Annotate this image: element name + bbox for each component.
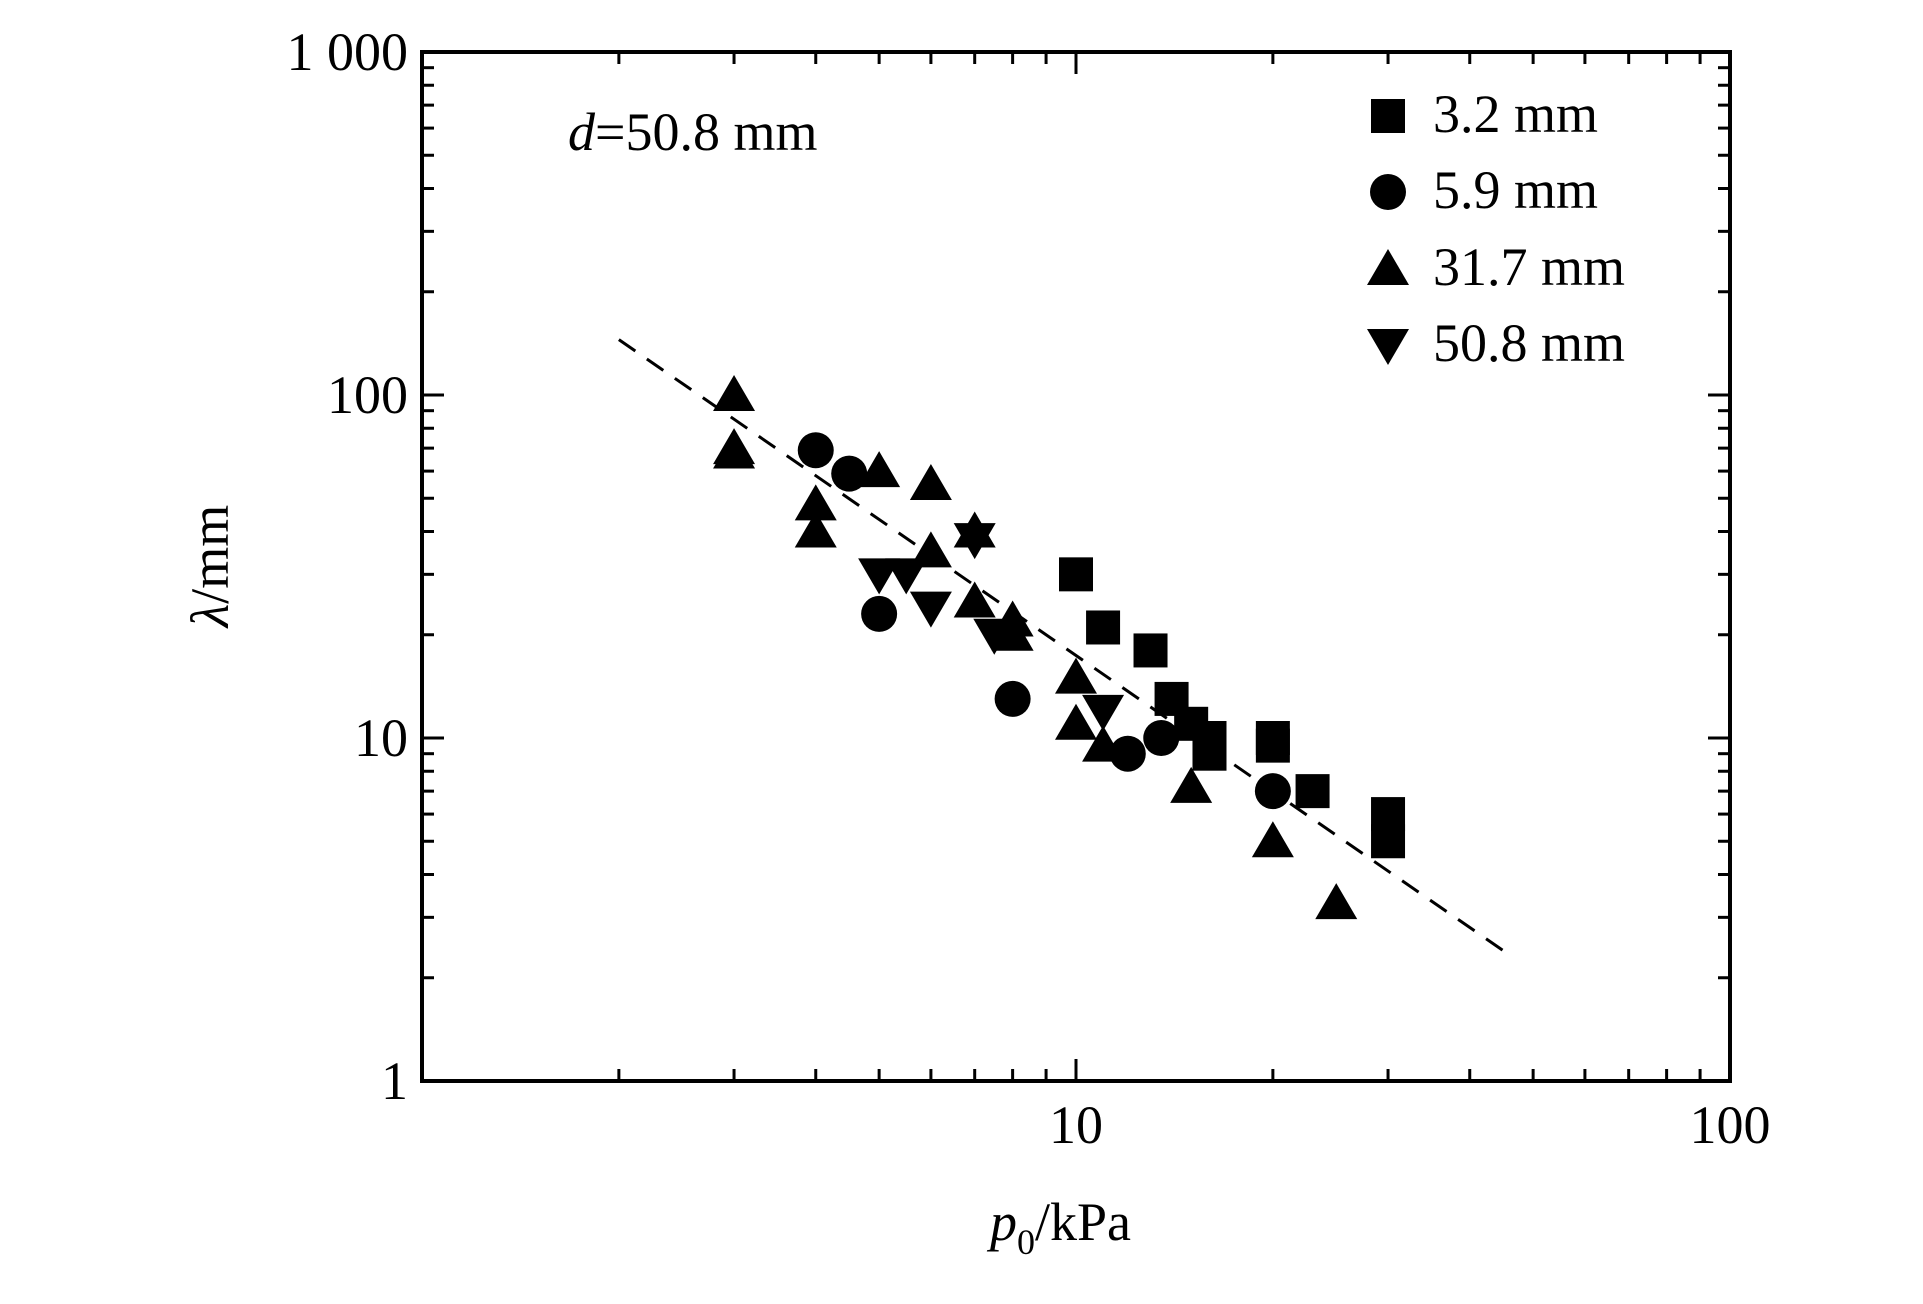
data-point-circle: [1109, 735, 1146, 772]
data-point-square: [1133, 633, 1168, 668]
data-point-triangle-up: [1055, 657, 1097, 694]
axis-ticks: [422, 52, 1730, 1081]
data-point-triangle-down: [858, 558, 901, 595]
tick-labels: 10 100 1 10 100 1 000: [287, 22, 1771, 1155]
data-point-triangle-up: [909, 464, 952, 501]
legend-label: 50.8 mm: [1433, 313, 1625, 373]
y-axis-title: λ/mm: [180, 505, 240, 629]
x-axis-title-sub: 0: [1017, 1222, 1035, 1262]
fit-line-path: [618, 338, 1505, 952]
legend-label: 31.7 mm: [1433, 237, 1625, 297]
x-tick-label: 100: [1690, 1095, 1771, 1155]
data-point-triangle-down: [953, 523, 996, 560]
y-tick-label: 100: [327, 365, 408, 425]
data-point-triangle-up: [794, 511, 837, 548]
data-point-square: [1255, 728, 1290, 763]
legend-marker-square: [1371, 99, 1405, 133]
x-axis-title: p0/kPa: [986, 1192, 1131, 1262]
data-point-triangle-up: [794, 484, 837, 521]
data-point-triangle-up: [1055, 703, 1097, 740]
legend-marker-circle: [1370, 174, 1406, 210]
data-point-triangle-up: [713, 432, 756, 469]
data-point-triangle-up: [1315, 883, 1358, 920]
data-point-triangle-up: [953, 581, 996, 618]
data-point-triangle-up: [991, 614, 1034, 651]
x-axis-title-main: p: [986, 1192, 1017, 1252]
data-point-circle: [831, 455, 868, 492]
legend-label: 3.2 mm: [1433, 84, 1598, 144]
data-point-triangle-up: [713, 375, 756, 411]
y-axis-title-unit: /mm: [180, 505, 240, 604]
legend-marker-triangle-down: [1367, 329, 1409, 365]
data-point-triangle-down: [973, 618, 1016, 655]
y-tick-label: 10: [354, 708, 408, 768]
data-point-square: [1192, 721, 1227, 755]
data-point-triangle-up: [1170, 766, 1213, 803]
x-tick-label: 10: [1049, 1095, 1103, 1155]
data-point-triangle-up: [1251, 821, 1294, 858]
data-point-triangle-down: [885, 558, 928, 595]
legend: 3.2 mm 5.9 mm 31.7 mm 50.8 mm: [1367, 84, 1625, 373]
data-point-triangle-down: [1082, 694, 1125, 731]
data-point-square: [1371, 824, 1406, 859]
legend-marker-triangle-up: [1367, 249, 1409, 285]
data-point-circle: [1254, 773, 1291, 810]
annotation-rest: =50.8 mm: [595, 102, 817, 162]
data-point-square: [1059, 557, 1093, 592]
data-point-triangle-up: [1082, 725, 1125, 762]
fit-line: [618, 338, 1505, 952]
data-point-triangle-down: [909, 591, 952, 628]
y-tick-label: 1 000: [287, 22, 409, 82]
data-point-triangle-up: [858, 451, 901, 488]
annotation: d=50.8 mm: [568, 102, 817, 162]
data-point-square: [1295, 774, 1330, 809]
y-tick-label: 1: [381, 1051, 408, 1111]
data-point-circle: [797, 432, 834, 469]
data-point-circle: [861, 595, 898, 632]
x-axis-title-unit: /kPa: [1035, 1192, 1131, 1252]
y-axis-title-main: λ: [180, 604, 240, 629]
data-point-square: [1086, 610, 1121, 645]
annotation-italic: d: [568, 102, 596, 162]
legend-label: 5.9 mm: [1433, 160, 1598, 220]
data-point-circle: [994, 680, 1031, 717]
data-point-circle: [1143, 720, 1180, 756]
data-markers: [713, 375, 1406, 920]
